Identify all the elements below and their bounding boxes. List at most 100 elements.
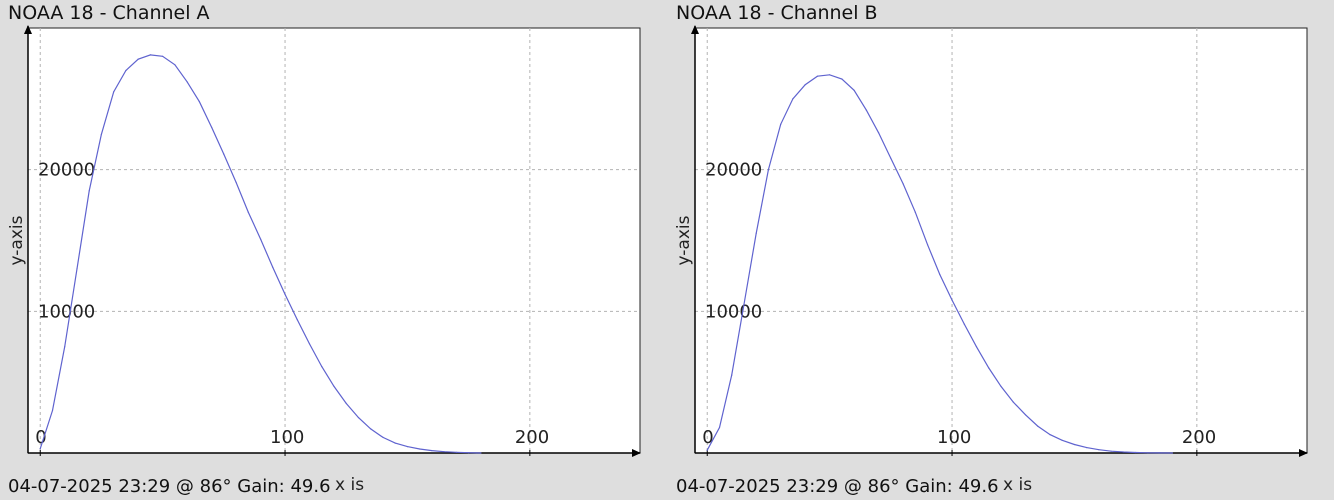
data-point bbox=[284, 293, 286, 295]
chart-channel-b: NOAA 18 - Channel B 0 100 200 10000 20000 y-ax… bbox=[674, 2, 1308, 497]
data-point bbox=[1147, 452, 1149, 454]
data-point bbox=[951, 299, 953, 301]
y-tick-label: 10000 bbox=[705, 301, 762, 322]
data-point bbox=[64, 346, 66, 348]
data-point bbox=[902, 183, 904, 185]
y-axis-label: y-axis bbox=[674, 215, 694, 265]
x-axis-arrow bbox=[632, 449, 641, 457]
data-point bbox=[357, 417, 360, 419]
data-point bbox=[780, 123, 782, 125]
data-point bbox=[162, 55, 164, 57]
data-point bbox=[1061, 439, 1063, 441]
data-point bbox=[406, 446, 408, 448]
data-point bbox=[431, 450, 433, 452]
data-point bbox=[706, 449, 708, 451]
data-point bbox=[743, 303, 745, 305]
data-point bbox=[260, 238, 262, 240]
footer-info: 04-07-2025 23:29 @ 86° Gain: 49.6 bbox=[676, 476, 999, 497]
x-tick-label: 100 bbox=[270, 427, 304, 448]
data-point bbox=[1122, 451, 1124, 453]
data-point bbox=[865, 109, 868, 111]
data-point bbox=[223, 153, 225, 155]
data-point bbox=[1098, 449, 1100, 451]
data-point bbox=[211, 126, 213, 128]
y-tick-label: 20000 bbox=[38, 160, 95, 181]
data-point bbox=[370, 428, 372, 430]
data-point bbox=[333, 385, 335, 387]
data-point bbox=[878, 132, 880, 134]
data-point bbox=[394, 442, 396, 444]
data-point bbox=[247, 211, 249, 213]
data-point bbox=[39, 448, 41, 450]
data-point bbox=[51, 409, 54, 412]
data-point bbox=[1073, 443, 1075, 446]
data-point bbox=[186, 81, 188, 83]
data-point bbox=[816, 75, 819, 77]
data-point bbox=[100, 133, 102, 135]
data-point bbox=[382, 436, 384, 438]
data-point bbox=[125, 69, 127, 72]
data-point bbox=[296, 319, 298, 321]
x-tick-label: 0 bbox=[702, 427, 713, 448]
data-point bbox=[1171, 452, 1173, 454]
data-point bbox=[1086, 447, 1088, 449]
data-point bbox=[1110, 450, 1112, 452]
x-tick-label: 200 bbox=[515, 427, 549, 448]
data-point bbox=[321, 366, 323, 368]
data-point bbox=[1135, 451, 1137, 454]
chart-title: NOAA 18 - Channel A bbox=[8, 2, 210, 24]
y-axis-arrow bbox=[24, 25, 32, 34]
data-point bbox=[272, 266, 274, 268]
data-point bbox=[419, 448, 421, 450]
data-point bbox=[149, 54, 151, 56]
data-point bbox=[1037, 425, 1039, 427]
data-point bbox=[76, 268, 78, 270]
footer-info: 04-07-2025 23:29 @ 86° Gain: 49.6 bbox=[8, 476, 331, 497]
data-point bbox=[113, 91, 115, 93]
data-point bbox=[767, 169, 770, 171]
y-axis-label: y-axis bbox=[7, 215, 27, 265]
data-point bbox=[88, 190, 90, 192]
data-point bbox=[345, 402, 347, 404]
data-point bbox=[804, 84, 806, 86]
data-point bbox=[1000, 385, 1002, 387]
data-point bbox=[755, 232, 757, 234]
data-point bbox=[455, 451, 457, 453]
data-point bbox=[468, 452, 470, 454]
data-point bbox=[443, 451, 445, 453]
y-tick-label: 10000 bbox=[38, 301, 95, 322]
x-axis-label: x is bbox=[1003, 475, 1032, 495]
data-point bbox=[1049, 434, 1051, 436]
data-point bbox=[1159, 452, 1161, 454]
data-point bbox=[1024, 414, 1027, 416]
data-point bbox=[792, 98, 794, 100]
data-point bbox=[1012, 401, 1014, 403]
data-point bbox=[731, 374, 733, 376]
x-tick-label: 0 bbox=[35, 427, 46, 448]
data-point bbox=[308, 343, 311, 345]
data-point bbox=[927, 244, 929, 246]
plot-area bbox=[694, 27, 1308, 454]
data-point bbox=[975, 346, 978, 348]
x-tick-label: 100 bbox=[937, 427, 971, 448]
y-axis-arrow bbox=[691, 25, 699, 34]
x-axis-arrow bbox=[1299, 449, 1308, 457]
x-tick-label: 200 bbox=[1182, 427, 1216, 448]
data-point bbox=[198, 101, 200, 103]
data-point bbox=[963, 323, 965, 325]
data-point bbox=[174, 64, 176, 66]
data-point bbox=[137, 58, 139, 60]
data-point bbox=[853, 89, 855, 91]
data-point bbox=[718, 426, 721, 429]
chart-title: NOAA 18 - Channel B bbox=[676, 2, 878, 24]
data-point bbox=[841, 78, 843, 80]
x-axis-label: x is bbox=[335, 475, 364, 495]
y-tick-label: 20000 bbox=[705, 160, 762, 181]
data-point bbox=[829, 74, 831, 76]
plot-area bbox=[27, 27, 641, 454]
data-point bbox=[988, 367, 990, 369]
chart-channel-a: NOAA 18 - Channel A 0 100 200 10000 20000 y-ax… bbox=[7, 2, 641, 497]
data-point bbox=[235, 181, 237, 183]
data-point bbox=[480, 452, 482, 454]
